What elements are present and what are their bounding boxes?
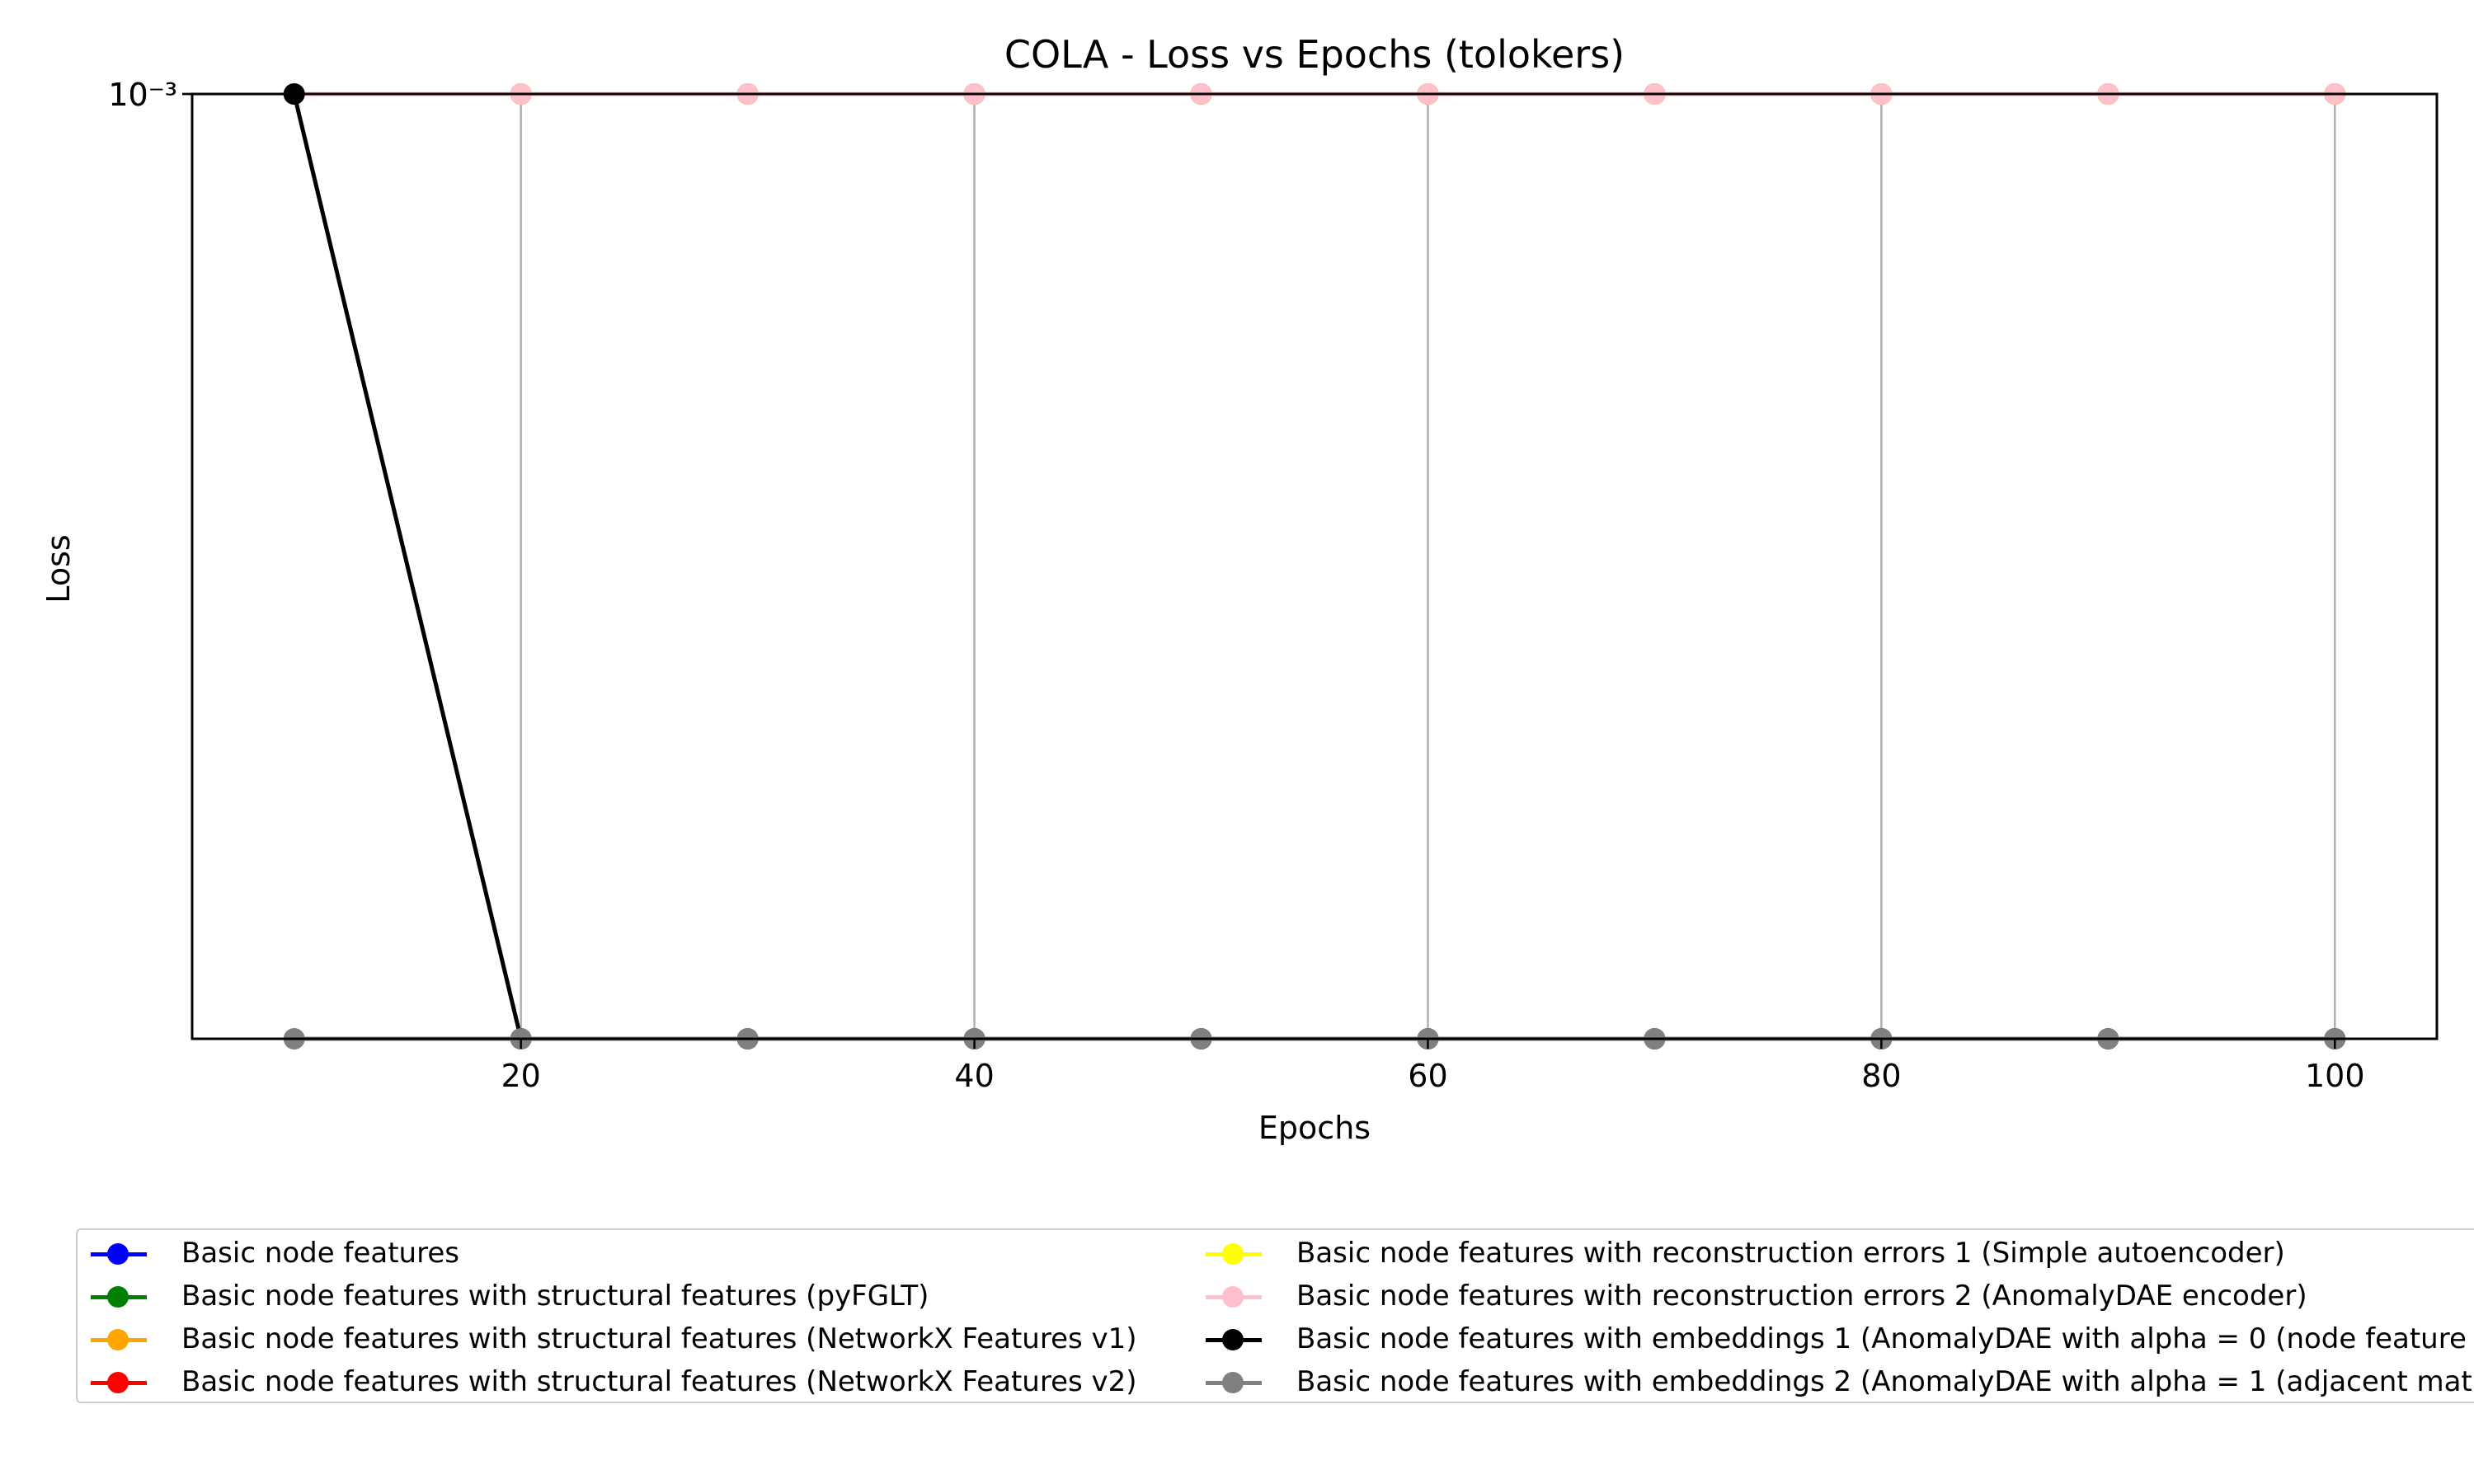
legend-label: Basic node features with reconstruction …: [1296, 1237, 2285, 1270]
legend-swatch: [1201, 1322, 1267, 1355]
legend-label: Basic node features with structural feat…: [181, 1365, 1137, 1398]
x-axis-label: Epochs: [1258, 1110, 1371, 1146]
y-tick-label: 10⁻³: [108, 77, 177, 113]
grid-lines: [520, 94, 2336, 1039]
legend-swatch: [86, 1280, 152, 1313]
x-tick-label: 100: [2305, 1058, 2365, 1094]
series-line: [292, 93, 2335, 1041]
y-tick-label: 10⁻³: [108, 77, 177, 113]
legend-item: Basic node features with structural feat…: [86, 1275, 929, 1317]
legend-item: Basic node features with reconstruction …: [1201, 1232, 2285, 1275]
x-tick-label: 20: [501, 1058, 540, 1094]
legend-item: Basic node features with structural feat…: [86, 1317, 1137, 1360]
legend-item: Basic node features: [86, 1232, 459, 1275]
legend-label: Basic node features with structural feat…: [181, 1280, 929, 1313]
legend-label: Basic node features with embeddings 2 (A…: [1296, 1365, 2472, 1398]
legend-swatch: [86, 1322, 152, 1355]
legend-item: Basic node features with structural feat…: [86, 1360, 1137, 1403]
plot-area: [190, 92, 2439, 1040]
legend-item: Basic node features with reconstruction …: [1201, 1275, 2307, 1317]
legend-swatch: [1201, 1365, 1267, 1398]
x-tick-label: 40: [954, 1058, 994, 1094]
legend-swatch: [86, 1237, 152, 1270]
x-tick-label: 80: [1861, 1058, 1901, 1094]
legend-swatch: [1201, 1237, 1267, 1270]
y-axis-label: Loss: [40, 534, 77, 603]
legend-label: Basic node features with structural feat…: [181, 1322, 1137, 1355]
legend-item: Basic node features with embeddings 2 (A…: [1201, 1360, 2472, 1403]
legend-item: Basic node features with embeddings 1 (A…: [1201, 1317, 2467, 1360]
chart-title: COLA - Loss vs Epochs (tolokers): [1004, 32, 1625, 77]
legend: Basic node features Basic node features w…: [76, 1228, 2474, 1403]
series-6: [283, 83, 2346, 1050]
series-layer: [283, 83, 2346, 1050]
legend-swatch: [1201, 1280, 1267, 1313]
legend-label: Basic node features with reconstruction …: [1296, 1280, 2307, 1313]
legend-swatch: [86, 1365, 152, 1398]
x-tick-label: 60: [1408, 1058, 1447, 1094]
legend-label: Basic node features: [181, 1237, 459, 1270]
legend-label: Basic node features with embeddings 1 (A…: [1296, 1322, 2467, 1355]
